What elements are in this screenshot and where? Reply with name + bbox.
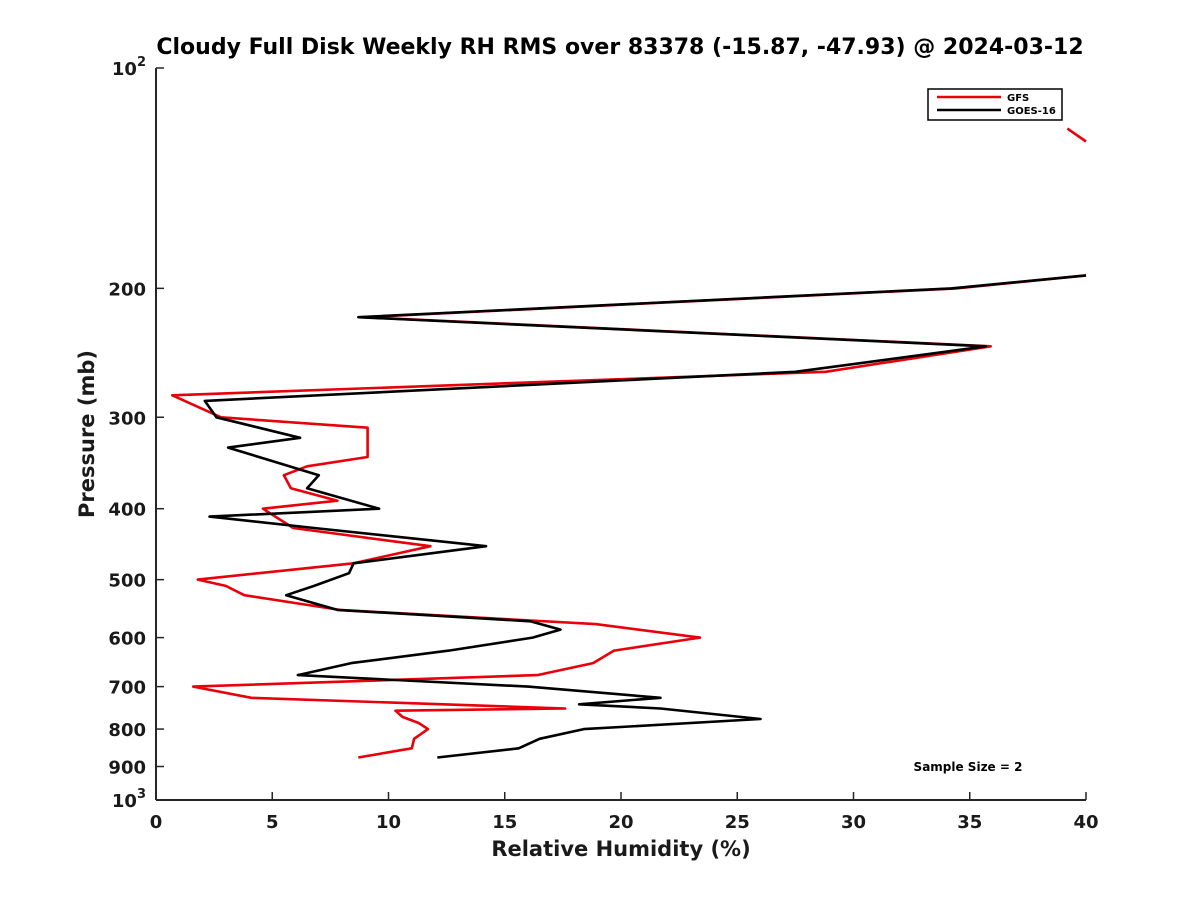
y-tick-exponent: 2	[137, 55, 146, 70]
y-tick-label: 900	[108, 758, 146, 779]
legend: GFS GOES-16	[927, 88, 1063, 121]
chart-title: Cloudy Full Disk Weekly RH RMS over 8337…	[156, 35, 1083, 60]
y-tick-base: 10	[112, 59, 137, 80]
x-tick-label: 35	[957, 812, 982, 833]
y-tick-base: 10	[112, 791, 137, 812]
plot-area	[156, 68, 1086, 800]
x-ticks: 0 5 10 15 20 25 30 35 40	[150, 792, 1099, 833]
x-tick-label: 25	[725, 812, 750, 833]
x-tick-label: 15	[492, 812, 517, 833]
y-tick-label: 500	[108, 571, 146, 592]
series-layer	[171, 127, 1087, 759]
x-tick-label: 5	[266, 812, 279, 833]
legend-label: GOES-16	[1007, 106, 1056, 117]
x-tick-label: 0	[150, 812, 163, 833]
series-line-goes-16	[203, 274, 1087, 759]
x-axis-label: Relative Humidity (%)	[491, 837, 750, 861]
legend-box	[927, 88, 1063, 121]
legend-label: GFS	[1007, 93, 1029, 104]
y-tick-exponent: 3	[137, 787, 146, 802]
x-tick-label: 40	[1073, 812, 1098, 833]
series-line-gfs-top	[1066, 127, 1087, 143]
y-tick-label: 700	[108, 678, 146, 699]
y-tick-label: 102	[112, 55, 146, 80]
x-tick-label: 10	[376, 812, 401, 833]
sample-size-note: Sample Size = 2	[914, 760, 1023, 774]
x-tick-label: 20	[608, 812, 633, 833]
y-tick-label: 800	[108, 720, 146, 741]
y-tick-label: 200	[108, 279, 146, 300]
x-tick-label: 30	[841, 812, 866, 833]
y-axis-label: Pressure (mb)	[75, 350, 99, 518]
y-tick-label: 103	[112, 787, 146, 812]
y-tick-label: 600	[108, 629, 146, 650]
y-tick-label: 300	[108, 408, 146, 429]
y-tick-label: 400	[108, 500, 146, 521]
